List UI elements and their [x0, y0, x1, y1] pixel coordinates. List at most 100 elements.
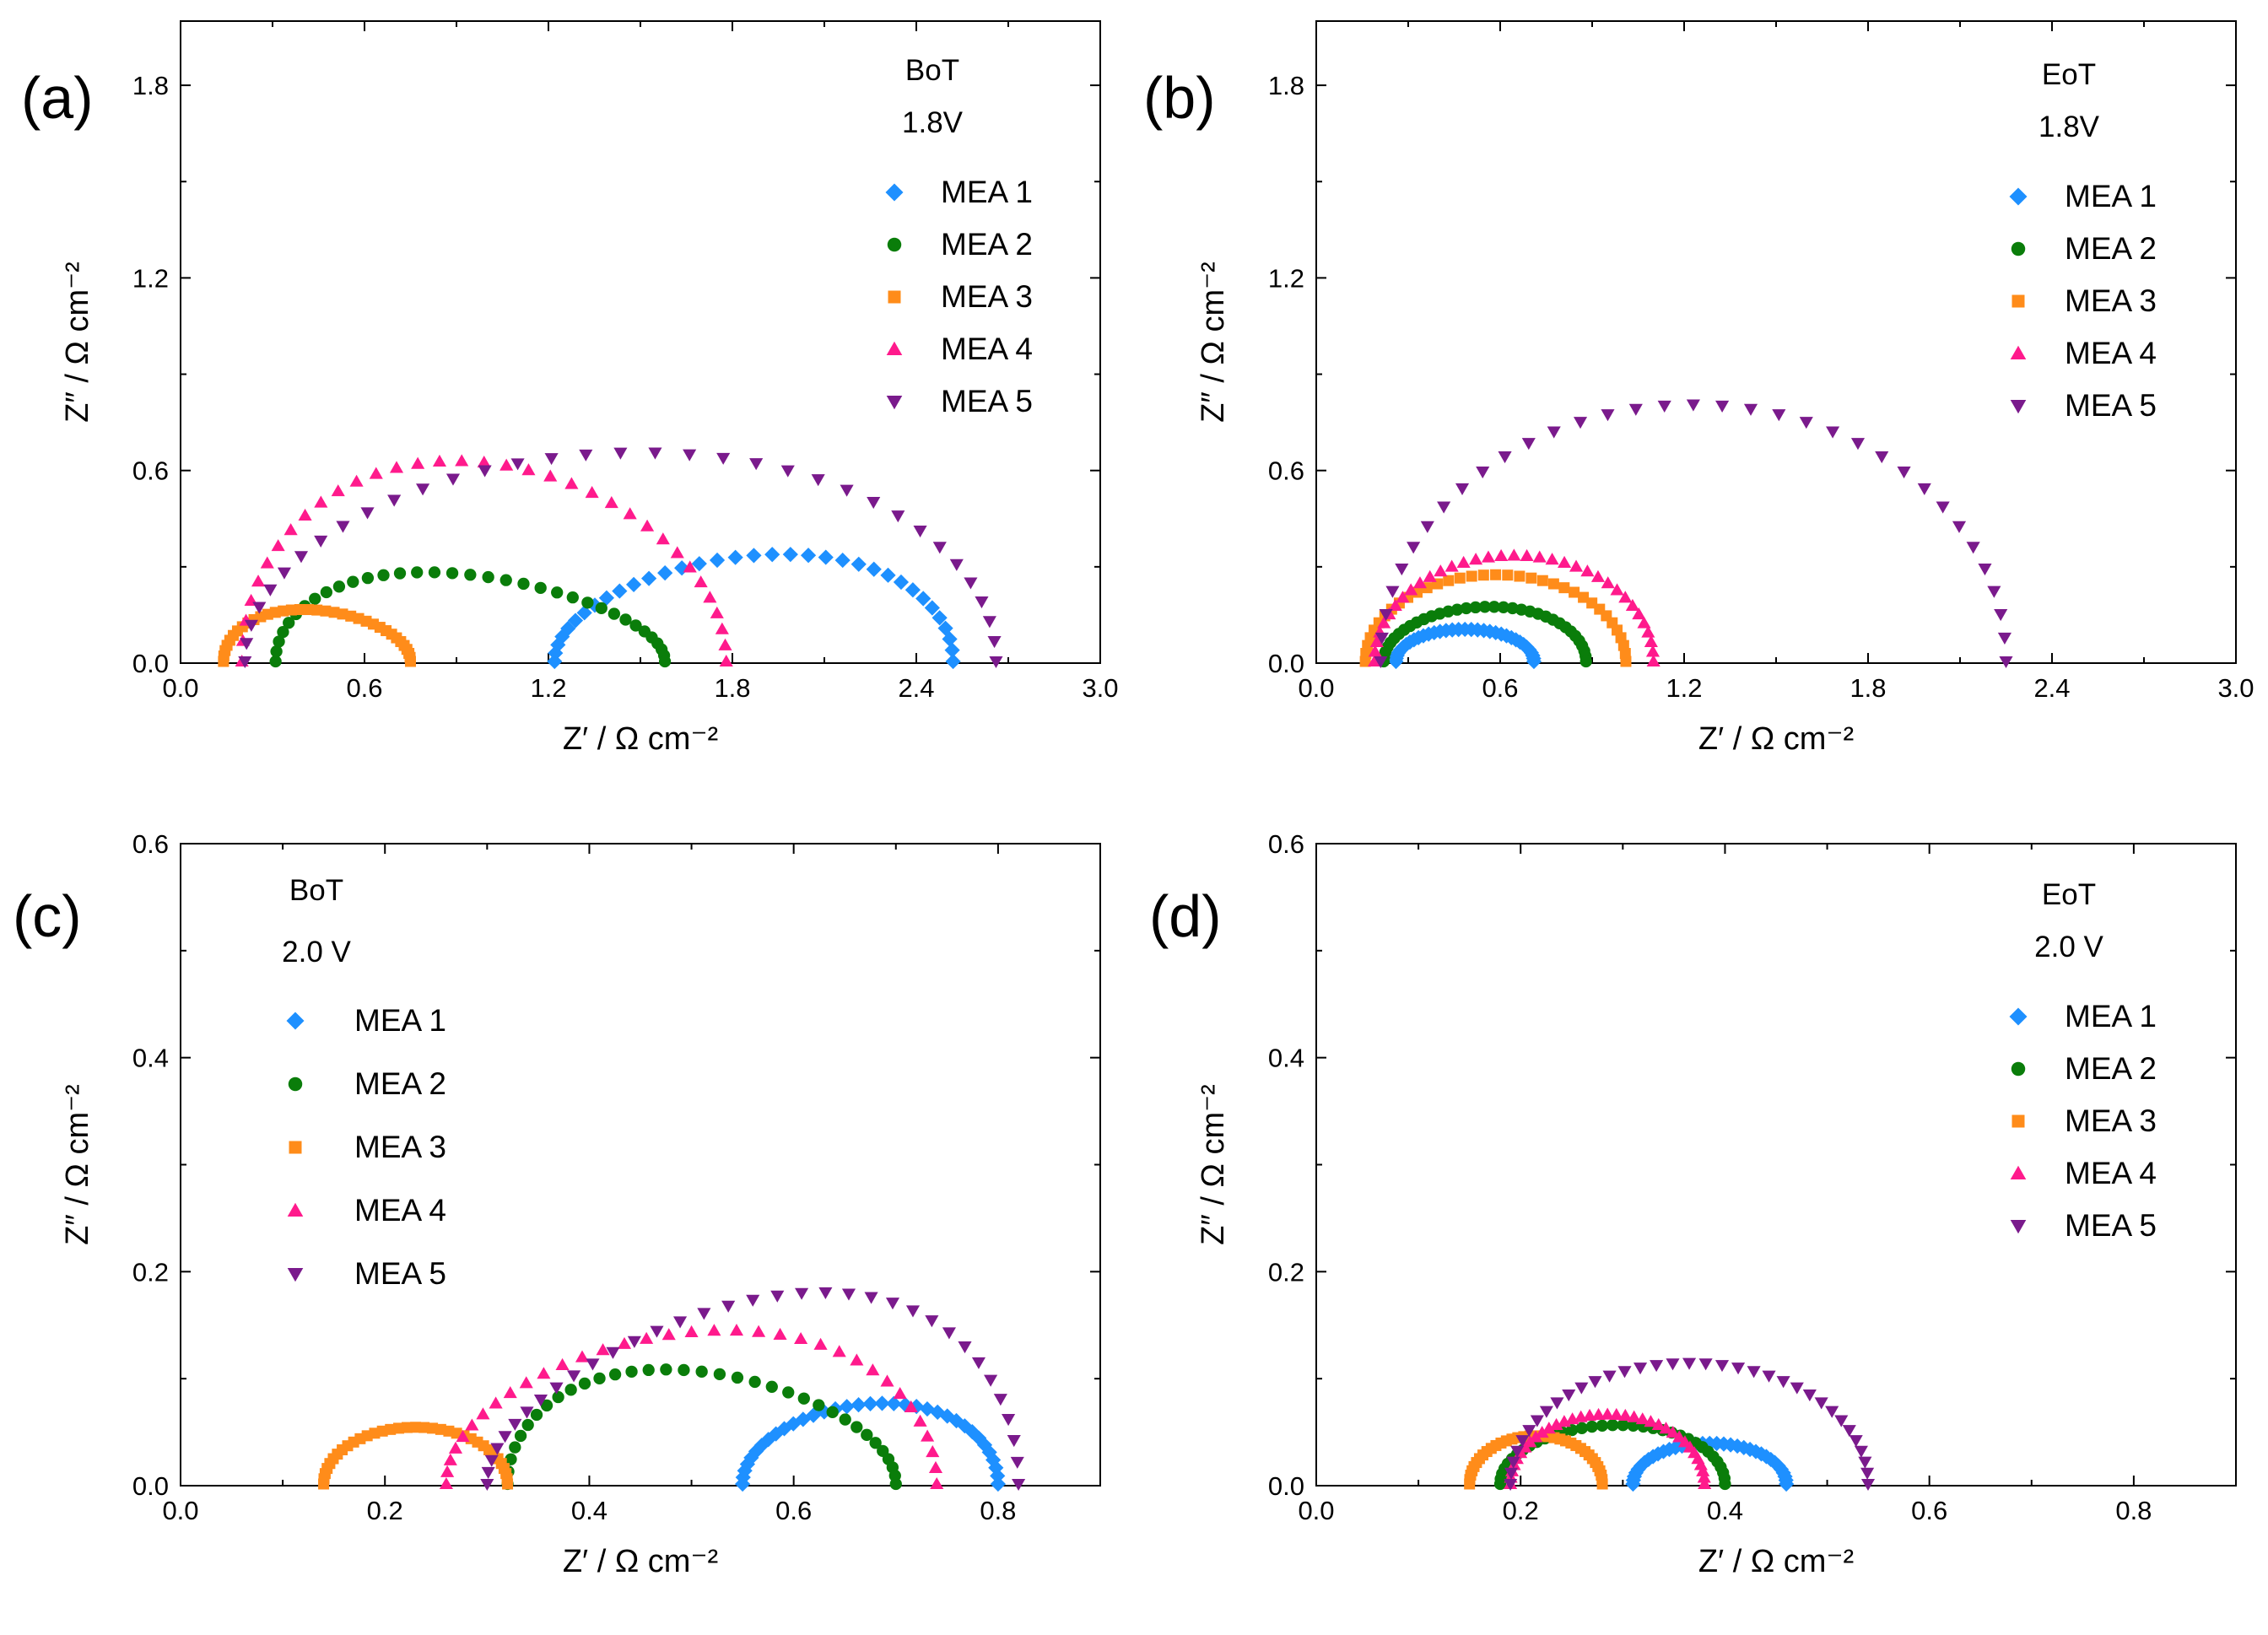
data-point: [905, 1305, 921, 1318]
data-point: [387, 494, 402, 507]
legend-marker: [288, 1077, 303, 1092]
data-point: [298, 508, 312, 521]
data-point: [567, 1370, 581, 1383]
data-point: [1434, 564, 1448, 577]
y-tick-label: 0.0: [1268, 1471, 1304, 1501]
data-point: [269, 655, 282, 668]
legend-entry: MEA 1: [286, 1003, 446, 1038]
data-point: [1646, 654, 1660, 667]
data-point: [411, 566, 424, 579]
data-point: [393, 1422, 405, 1434]
condition-annotation: EoT: [2042, 58, 2096, 91]
data-point: [1672, 1430, 1687, 1443]
x-tick-label: 1.2: [1666, 673, 1702, 703]
data-point: [713, 1368, 726, 1380]
data-point: [641, 570, 657, 586]
data-point: [1826, 426, 1840, 439]
data-point: [670, 546, 684, 558]
data-point: [942, 1327, 956, 1340]
data-point: [377, 569, 390, 581]
data-point: [271, 539, 285, 552]
data-point: [283, 617, 295, 629]
data-point: [595, 602, 608, 615]
data-point: [1558, 582, 1570, 594]
data-point: [1936, 501, 1950, 514]
data-point: [715, 622, 729, 634]
data-point: [672, 1316, 688, 1329]
data-point: [662, 1328, 676, 1341]
data-point: [640, 519, 655, 532]
legend-marker: [286, 1012, 305, 1030]
data-point: [1698, 1476, 1712, 1490]
data-point: [1542, 1422, 1556, 1434]
legend-entry: MEA 4: [886, 332, 1033, 366]
data-point: [393, 567, 407, 580]
x-tick-label: 0.6: [1482, 673, 1518, 703]
legend-entry: MEA 3: [888, 279, 1033, 314]
data-point: [490, 1443, 505, 1455]
x-tick-label: 0.2: [1503, 1496, 1539, 1525]
data-point: [1536, 575, 1548, 586]
data-point: [889, 1477, 902, 1491]
data-point: [735, 1469, 751, 1486]
legend-marker: [2011, 1061, 2026, 1077]
y-tick-label: 0.2: [1268, 1257, 1304, 1287]
data-point: [684, 1325, 699, 1337]
data-point: [869, 1437, 882, 1449]
data-point: [683, 560, 697, 573]
data-point: [1488, 601, 1501, 613]
data-point: [1526, 653, 1542, 670]
series-mea-1: [1388, 621, 1542, 670]
panel-label: (a): [21, 65, 94, 131]
data-point: [944, 642, 960, 658]
data-point: [1476, 467, 1490, 479]
series-mea-2: [1377, 601, 1592, 668]
data-point: [1578, 591, 1590, 603]
data-point: [1666, 1358, 1680, 1371]
data-point: [850, 556, 867, 572]
y-tick-label: 0.0: [132, 1471, 169, 1501]
data-point: [1842, 1425, 1856, 1438]
data-point: [1580, 655, 1592, 668]
data-point: [1437, 501, 1451, 514]
data-point: [543, 469, 558, 482]
legend-entry: MEA 5: [886, 384, 1033, 418]
data-point: [913, 1414, 927, 1427]
data-point: [765, 1380, 778, 1393]
legend-marker: [2010, 1220, 2027, 1234]
data-point: [989, 656, 1003, 669]
legend-entry: MEA 1: [885, 175, 1033, 209]
data-point: [1776, 1376, 1790, 1389]
data-point: [683, 449, 697, 461]
data-point: [727, 549, 743, 565]
series-mea-1: [547, 547, 961, 670]
data-point: [514, 1429, 527, 1443]
series-mea-3: [318, 1422, 514, 1490]
data-point: [710, 606, 724, 618]
data-point: [593, 1372, 606, 1385]
data-point: [1997, 632, 2012, 645]
data-point: [1897, 467, 1911, 479]
data-point: [1747, 1366, 1761, 1379]
y-tick-label: 0.6: [132, 456, 169, 486]
legend-marker: [2009, 1007, 2028, 1026]
data-point: [1601, 576, 1615, 589]
data-point: [1450, 603, 1464, 616]
legend-entry: MEA 2: [887, 227, 1033, 262]
series-mea-1: [1625, 1435, 1795, 1492]
data-point: [252, 602, 267, 614]
condition-annotation: 2.0 V: [282, 936, 351, 969]
data-point: [867, 497, 881, 510]
data-point: [721, 1300, 736, 1313]
data-point: [1966, 542, 1980, 554]
chart-panel-2: 0.0 0.6 1.2 1.8 2.4 3.0 0.0 0.6 1.2 1.8 Z′ / Ω cm⁻…: [1143, 20, 2254, 757]
series-mea-4: [235, 454, 733, 667]
data-point: [1580, 564, 1595, 577]
data-point: [1596, 1478, 1608, 1490]
data-point: [1506, 602, 1519, 615]
data-point: [794, 1331, 808, 1345]
data-point: [880, 1374, 894, 1387]
legend-label: MEA 3: [2065, 283, 2157, 318]
condition-annotation: 1.8V: [902, 106, 964, 139]
data-point: [1651, 1417, 1666, 1430]
